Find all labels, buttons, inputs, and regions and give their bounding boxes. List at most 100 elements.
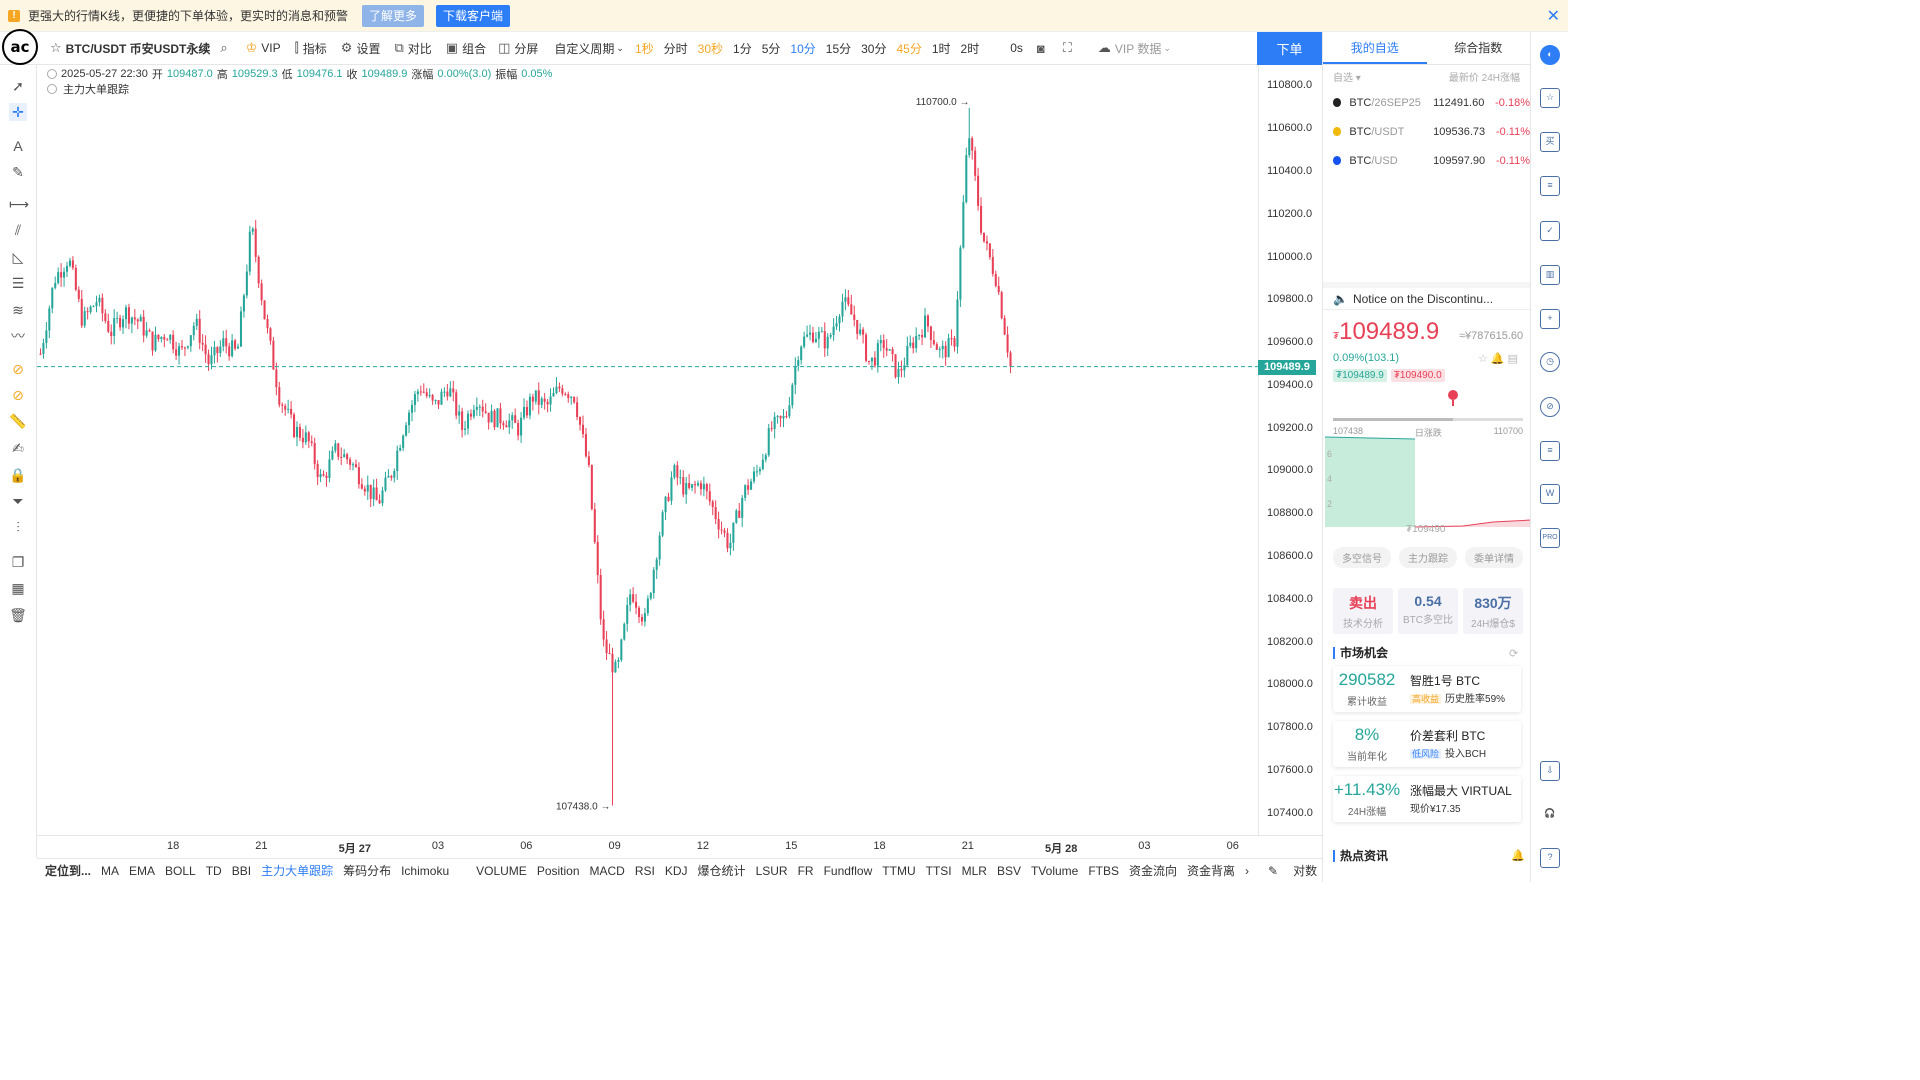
indicator-item[interactable]: TD [205, 863, 222, 878]
report-icon[interactable]: ≡ [1540, 441, 1560, 461]
symbol-selector[interactable]: ☆ BTC/USDT 币安USDT永续 ⌕ [50, 40, 232, 57]
indicator-item[interactable]: 资金背离 [1187, 864, 1236, 878]
watchlist-filter[interactable]: 自选 ▾ [1333, 73, 1361, 84]
indicator-item[interactable]: Ichimoku [401, 863, 450, 878]
period-tab[interactable]: 30分 [861, 41, 887, 56]
horizontal-line-icon[interactable]: ⟼ [9, 196, 30, 212]
notice-bar[interactable]: 🔈 Notice on the Discontinu... [1323, 282, 1531, 310]
period-tab[interactable]: 1分 [733, 41, 752, 56]
learn-more-button[interactable]: 了解更多 [362, 4, 425, 27]
stat-card[interactable]: 卖出 技术分析 [1333, 588, 1393, 634]
combo-button[interactable]: ▣ 组合 [446, 40, 486, 57]
indicator-item[interactable]: BSV [996, 863, 1021, 878]
signal-tag[interactable]: 多空信号 [1333, 547, 1391, 568]
star-icon[interactable]: ☆ [50, 40, 62, 55]
pattern-alt-icon[interactable]: ⊘ [12, 387, 24, 403]
indicator-item[interactable]: MACD [589, 863, 625, 878]
signal-tag[interactable]: 主力跟踪 [1399, 547, 1457, 568]
chart-canvas[interactable]: 110700.0 → 107438.0 → [37, 65, 1258, 835]
chevron-right-icon[interactable]: › [1245, 863, 1250, 878]
locate-button[interactable]: 定位到... [45, 864, 92, 878]
camera-icon[interactable]: ◙ [1036, 40, 1045, 56]
indicator-item[interactable]: BOLL [165, 863, 196, 878]
indicator-item[interactable]: 爆仓统计 [697, 864, 746, 878]
indicator-item[interactable]: BBI [231, 863, 252, 878]
indicator-item[interactable]: TTSI [925, 863, 952, 878]
lock-icon[interactable]: 🔒 [9, 467, 27, 483]
indicator-item[interactable]: TVolume [1030, 863, 1079, 878]
wallet-icon[interactable]: W [1540, 484, 1560, 504]
watchlist-row[interactable]: BTC/USDT 109536.73 -0.11% [1323, 117, 1530, 146]
download-client-button[interactable]: 下载客户端 [436, 4, 511, 27]
custom-period-dropdown[interactable]: 自定义周期 ⌄ [554, 40, 624, 57]
place-order-button[interactable]: 下单 [1257, 32, 1322, 65]
compare-button[interactable]: ⧉ 对比 [394, 40, 431, 57]
fibonacci-icon[interactable]: ≋ [12, 302, 24, 318]
opportunity-card[interactable]: +11.43% 24H涨幅 涨幅最大 VIRTUAL 现价¥17.35 [1333, 776, 1521, 822]
download-icon[interactable]: ⇩ [1540, 761, 1560, 781]
opportunity-card[interactable]: 290582 累计收益 智胜1号 BTC 高收益 历史胜率59% [1333, 666, 1521, 712]
search-icon[interactable]: ⌕ [220, 40, 228, 55]
vip-data-dropdown[interactable]: ☁ VIP 数据 ⌄ [1098, 40, 1171, 57]
opportunity-card[interactable]: 8% 当前年化 价差套利 BTC 低风险 投入BCH [1333, 721, 1521, 767]
indicator-item[interactable]: 筹码分布 [343, 864, 392, 878]
candle-settings-icon[interactable]: ⫶ [16, 519, 20, 535]
refresh-icon[interactable]: ⟳ [1509, 648, 1519, 660]
favorite-icon[interactable]: ☆ 🔔 ▤ [1478, 353, 1519, 365]
indicator-item[interactable]: Position [536, 863, 580, 878]
period-tab[interactable]: 5分 [761, 41, 781, 56]
split-screen-button[interactable]: ◫ 分屏 [498, 40, 538, 57]
eye-icon[interactable] [47, 69, 57, 79]
orders-icon[interactable]: ✓ [1540, 221, 1560, 241]
indicator-item[interactable]: FTBS [1088, 863, 1119, 878]
period-tab[interactable]: 1秒 [634, 41, 654, 56]
indicator-item[interactable]: Fundflow [823, 863, 873, 878]
wave-icon[interactable]: 〰 [11, 328, 25, 344]
buy-icon[interactable]: 买 [1540, 132, 1560, 152]
tab-composite-index[interactable]: 综合指数 [1454, 41, 1503, 55]
parallel-channel-icon[interactable]: ☰ [11, 275, 25, 291]
indicator-item[interactable]: RSI [634, 863, 655, 878]
period-tab[interactable]: 分时 [663, 41, 688, 56]
price-axis[interactable]: 110800.0 110600.0 110400.0 110200.0 110000.0… [1258, 65, 1322, 835]
home-icon[interactable]: ◐ [1540, 45, 1560, 65]
brush-icon[interactable]: ✎ [12, 164, 24, 180]
watchlist-icon[interactable]: ☆ [1540, 88, 1560, 108]
compass-icon[interactable]: ⊘ [1540, 397, 1560, 417]
copy-icon[interactable]: ❐ [11, 554, 25, 570]
trend-line-icon[interactable]: ⫽ [14, 222, 22, 238]
app-logo[interactable]: ac [2, 29, 38, 65]
period-tab[interactable]: 2时 [960, 41, 980, 56]
edit-icon[interactable]: ✎ [1268, 863, 1279, 878]
fullscreen-icon[interactable]: ⛶ [1062, 40, 1072, 55]
headset-icon[interactable]: 🎧 [1544, 808, 1556, 818]
clock-icon[interactable]: ◷ [1540, 352, 1560, 372]
log-scale-toggle[interactable]: 对数 [1293, 864, 1318, 878]
ruler-icon[interactable]: 📏 [9, 413, 27, 429]
indicator-item[interactable]: 主力大单跟踪 [261, 864, 334, 878]
calendar-icon[interactable]: ▦ [11, 580, 25, 596]
watchlist-row[interactable]: BTC/USD 109597.90 -0.11% [1323, 146, 1530, 175]
period-tab[interactable]: 10分 [790, 41, 816, 56]
add-chart-icon[interactable]: + [1540, 309, 1560, 329]
stats-icon[interactable]: ▥ [1540, 265, 1560, 285]
cursor-icon[interactable]: ➚ [12, 78, 24, 94]
tab-watchlist[interactable]: 我的自选 [1323, 32, 1427, 64]
period-tab[interactable]: 15分 [825, 41, 852, 56]
text-tool-icon[interactable]: A [13, 138, 23, 154]
indicator-item[interactable]: LSUR [755, 863, 788, 878]
stat-card[interactable]: 830万 24H爆仓$ [1463, 588, 1523, 634]
indicator-item[interactable]: MA [101, 863, 120, 878]
filter-icon[interactable]: ⏷ [12, 493, 24, 509]
help-icon[interactable]: ? [1540, 848, 1560, 868]
news-icon[interactable]: ≡ [1540, 176, 1560, 196]
triangle-icon[interactable]: ◺ [12, 249, 24, 265]
indicator-item[interactable]: TTMU [882, 863, 916, 878]
indicator-item[interactable]: EMA [129, 863, 156, 878]
indicator-item[interactable]: MLR [961, 863, 987, 878]
indicator-item[interactable]: 资金流向 [1129, 864, 1178, 878]
signal-tag[interactable]: 委单详情 [1465, 547, 1523, 568]
eye-icon[interactable] [47, 84, 57, 94]
period-tab[interactable]: 1时 [931, 41, 951, 56]
indicator-item[interactable]: FR [797, 863, 814, 878]
